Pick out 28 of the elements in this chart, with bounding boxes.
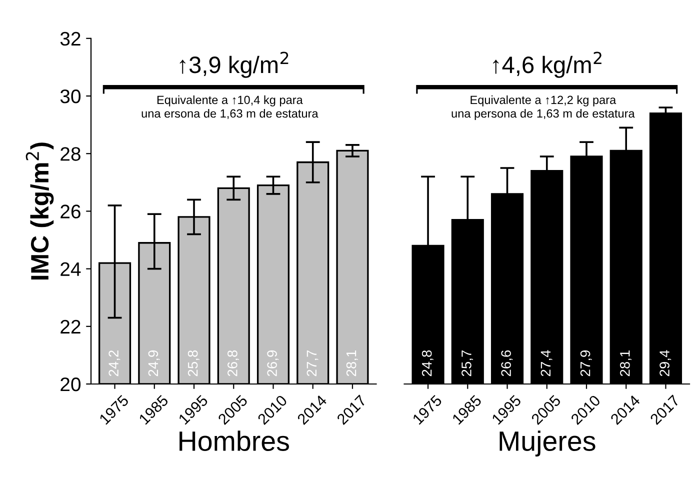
data-label: 25,7	[462, 350, 474, 376]
text: ↑4,6 kg/m$^{2}$	[493, 52, 602, 78]
y-tick-label: 22	[60, 320, 80, 334]
data-label: 28,1	[346, 350, 358, 376]
text: Equivalente a ↑10,4 kg para una ersona de 1,63 m de estatura	[142, 95, 318, 120]
text: Equivalente a ↑12,2 kg para una persona de 1,63 m de estatura	[452, 95, 635, 120]
x-axis-title: Hombres	[180, 430, 289, 452]
data-label: 26,6	[501, 350, 513, 376]
data-label: 27,7	[306, 350, 318, 376]
text: ↑3,9 kg/m$^{2}$	[180, 52, 288, 78]
y-tick-label: 32	[60, 32, 80, 46]
y-tick-label: 28	[60, 147, 80, 161]
data-label: 27,4	[540, 350, 552, 376]
data-label: 26,9	[267, 350, 279, 376]
data-label: 24,9	[148, 350, 160, 376]
y-tick-label: 24	[60, 262, 81, 276]
data-label: 24,8	[422, 350, 434, 376]
data-label: 28,1	[620, 350, 632, 376]
y-tick-label: 26	[60, 204, 80, 218]
data-label: 29,4	[660, 350, 672, 376]
y-tick-label: 20	[60, 377, 81, 392]
data-label: 24,2	[108, 350, 120, 376]
y-axis-title: IMC (kg/m$^{2}$)	[26, 142, 54, 280]
data-label: 25,8	[188, 350, 200, 376]
y-tick-label: 30	[60, 89, 81, 104]
data-label: 27,9	[580, 350, 592, 376]
data-label: 26,8	[228, 350, 239, 376]
x-axis-title: Mujeres	[500, 430, 596, 456]
